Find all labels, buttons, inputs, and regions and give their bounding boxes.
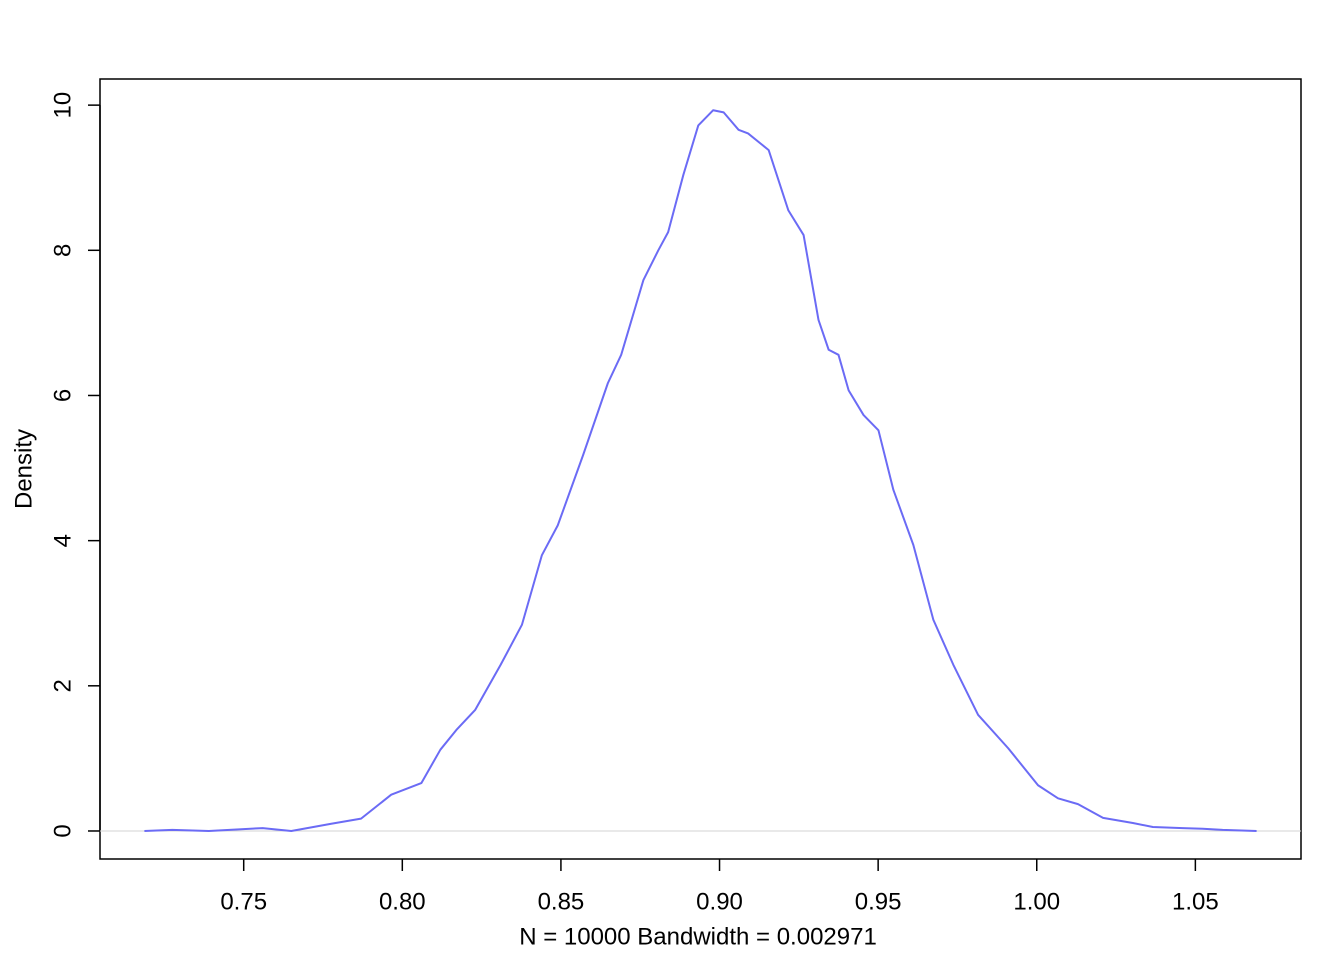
x-tick-label: 1.00 — [1013, 888, 1060, 915]
x-tick-label: 1.05 — [1172, 888, 1219, 915]
density-line — [144, 109, 1257, 832]
x-tick-label: 0.80 — [379, 888, 426, 915]
x-tick-label: 0.95 — [855, 888, 902, 915]
x-tick-label: 0.90 — [696, 888, 743, 915]
x-tick-label: 0.75 — [220, 888, 267, 915]
y-tick-label: 2 — [49, 679, 76, 692]
plot-box — [99, 78, 1302, 860]
y-tick-label: 8 — [49, 244, 76, 257]
y-tick-label: 6 — [49, 389, 76, 402]
y-tick-label: 10 — [49, 92, 76, 119]
y-tick-label: 4 — [49, 534, 76, 547]
x-tick-label: 0.85 — [538, 888, 585, 915]
y-tick-label: 0 — [49, 824, 76, 837]
y-axis-label: Density — [10, 429, 37, 509]
x-axis-label: N = 10000 Bandwidth = 0.002971 — [519, 923, 877, 950]
